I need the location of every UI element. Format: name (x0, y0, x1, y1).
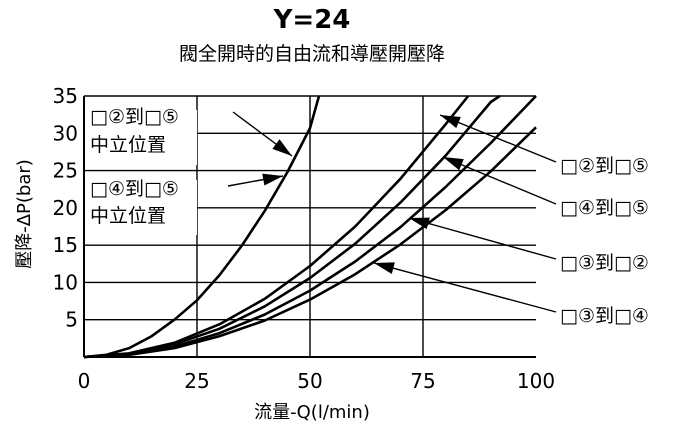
series-line-3 (83, 94, 501, 359)
leader-right-4-arrowhead (374, 262, 395, 274)
x-tick-label-50: 50 (297, 369, 322, 393)
leader-left-2-arrowhead (262, 173, 283, 186)
x-tick-label-25: 25 (184, 369, 209, 393)
right-annotation-1: □②到□⑤ (560, 155, 649, 177)
left-annotation-1-line-2: 中立位置 (90, 134, 166, 156)
chart-subtitle: 閥全開時的自由流和導壓開壓降 (179, 43, 445, 65)
leader-right-4-line (373, 262, 557, 313)
left-annotation-2-line-1: □④到□⑤ (90, 178, 179, 200)
series-line-1 (83, 95, 321, 359)
y-tick-label-10: 10 (53, 270, 78, 294)
chart-title: Y=24 (273, 5, 351, 35)
y-tick-label-30: 30 (53, 121, 78, 145)
x-tick-labels: 0 25 50 75 100 (78, 369, 555, 393)
y-tick-labels: 5 10 15 20 25 30 35 (53, 84, 78, 332)
x-tick-label-0: 0 (78, 369, 91, 393)
y-tick-label-25: 25 (53, 159, 78, 183)
x-axis-label: 流量-Q(l/min) (254, 402, 370, 423)
annotation-leaders (227, 111, 557, 313)
leader-right-2-line (442, 156, 557, 205)
right-annotation-3: □③到□② (560, 252, 649, 274)
leader-right-3-arrowhead (409, 217, 430, 230)
right-annotation-2: □④到□⑤ (560, 197, 649, 219)
annotation-box-2 (85, 180, 197, 235)
annotation-boxes (85, 110, 197, 235)
annotation-box-1 (85, 110, 197, 165)
leader-right-1-line (439, 114, 557, 163)
series-lines (83, 94, 537, 359)
leader-right-3-line (408, 217, 557, 260)
y-tick-label-20: 20 (53, 196, 78, 220)
x-tick-label-100: 100 (517, 369, 555, 393)
series-line-5 (83, 126, 537, 359)
right-annotation-4: □③到□④ (560, 305, 649, 327)
leader-right-1-arrowhead (440, 115, 461, 129)
leader-left-1-arrowhead (272, 139, 292, 156)
y-tick-label-35: 35 (53, 84, 78, 108)
leader-right-2-arrowhead (443, 157, 464, 171)
y-tick-label-15: 15 (53, 233, 78, 257)
y-axis-label: 壓降-ΔP(bar) (14, 159, 35, 269)
x-tick-label-75: 75 (410, 369, 435, 393)
left-annotation-1-line-1: □②到□⑤ (90, 106, 179, 128)
left-annotation-2-line-2: 中立位置 (90, 205, 166, 227)
y-tick-label-5: 5 (65, 308, 78, 332)
